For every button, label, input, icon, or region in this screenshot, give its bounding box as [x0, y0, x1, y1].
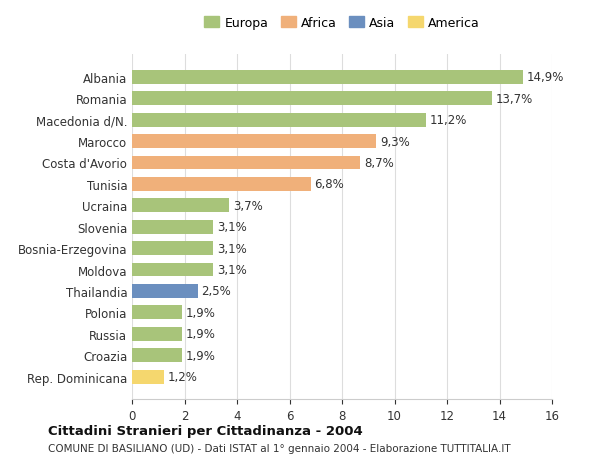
Bar — [132, 156, 361, 170]
Text: Cittadini Stranieri per Cittadinanza - 2004: Cittadini Stranieri per Cittadinanza - 2… — [48, 424, 363, 437]
Legend: Europa, Africa, Asia, America: Europa, Africa, Asia, America — [205, 17, 479, 29]
Text: 14,9%: 14,9% — [527, 71, 565, 84]
Text: 3,1%: 3,1% — [217, 221, 247, 234]
Bar — [132, 241, 214, 256]
Bar — [132, 71, 523, 84]
Bar — [132, 135, 376, 149]
Text: 3,1%: 3,1% — [217, 242, 247, 255]
Text: 13,7%: 13,7% — [496, 93, 533, 106]
Bar — [132, 220, 214, 234]
Text: 1,9%: 1,9% — [186, 328, 215, 341]
Text: COMUNE DI BASILIANO (UD) - Dati ISTAT al 1° gennaio 2004 - Elaborazione TUTTITAL: COMUNE DI BASILIANO (UD) - Dati ISTAT al… — [48, 443, 511, 453]
Bar — [132, 113, 426, 127]
Text: 1,9%: 1,9% — [186, 306, 215, 319]
Text: 8,7%: 8,7% — [364, 157, 394, 170]
Text: 1,9%: 1,9% — [186, 349, 215, 362]
Text: 1,2%: 1,2% — [167, 370, 197, 383]
Bar — [132, 327, 182, 341]
Bar — [132, 178, 311, 191]
Text: 11,2%: 11,2% — [430, 114, 467, 127]
Bar — [132, 92, 491, 106]
Bar — [132, 284, 197, 298]
Bar — [132, 306, 182, 319]
Text: 6,8%: 6,8% — [314, 178, 344, 191]
Bar — [132, 370, 163, 384]
Bar — [132, 199, 229, 213]
Text: 9,3%: 9,3% — [380, 135, 410, 148]
Text: 3,1%: 3,1% — [217, 263, 247, 276]
Text: 2,5%: 2,5% — [202, 285, 232, 298]
Text: 3,7%: 3,7% — [233, 199, 263, 213]
Bar — [132, 263, 214, 277]
Bar — [132, 348, 182, 362]
